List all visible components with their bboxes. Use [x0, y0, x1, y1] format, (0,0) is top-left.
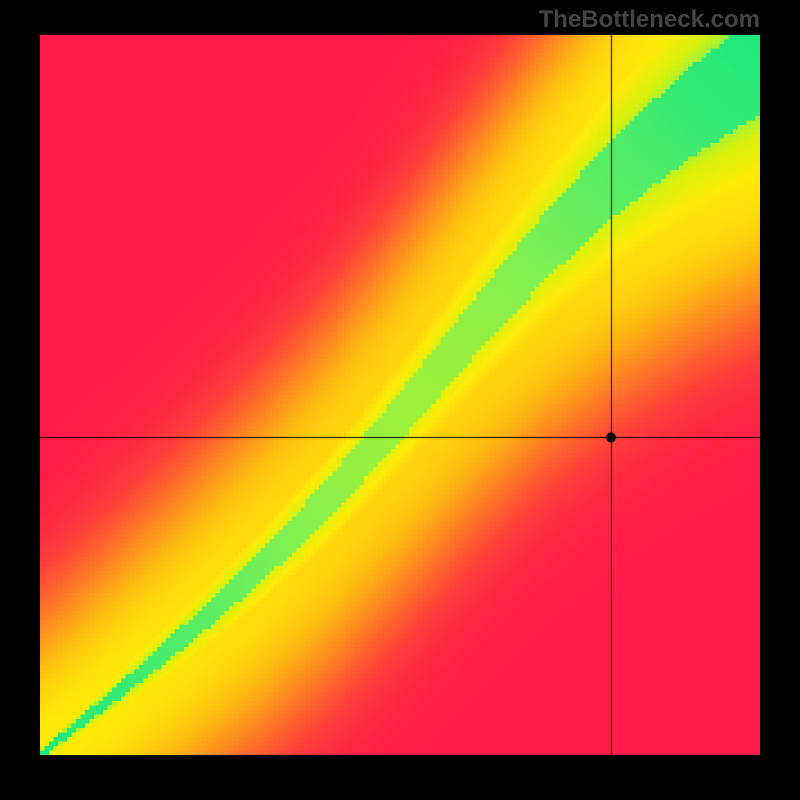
crosshair-overlay — [40, 35, 760, 755]
chart-container: TheBottleneck.com — [0, 0, 800, 800]
watermark-text: TheBottleneck.com — [539, 6, 760, 34]
